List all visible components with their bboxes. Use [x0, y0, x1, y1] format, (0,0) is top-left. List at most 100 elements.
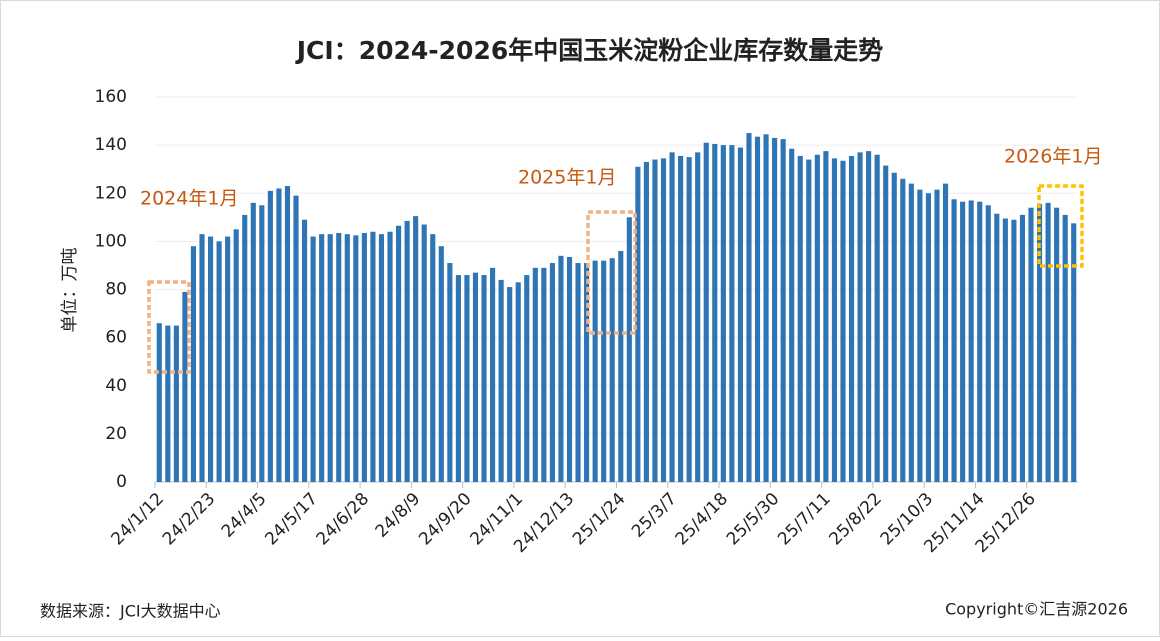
y-tick-label: 0 [116, 472, 127, 492]
bar [1019, 214, 1026, 482]
bar [455, 275, 461, 482]
bar [823, 151, 829, 482]
bar [814, 154, 820, 482]
bar [481, 275, 487, 482]
bar [1002, 218, 1008, 482]
bar [806, 159, 812, 482]
bar [173, 325, 179, 482]
bar [729, 145, 735, 482]
bar [789, 148, 795, 482]
bar [977, 201, 983, 482]
bar [1011, 219, 1017, 482]
bar [772, 137, 778, 482]
bar [225, 236, 231, 482]
bar [737, 147, 743, 482]
bar [532, 267, 538, 482]
bar [840, 160, 846, 482]
y-tick-label: 140 [95, 135, 127, 155]
bar [960, 201, 966, 482]
bar [438, 246, 444, 482]
bar [301, 219, 308, 482]
y-axis-label: 单位：万吨 [60, 248, 80, 333]
y-tick-label: 40 [105, 376, 127, 396]
bar [1045, 202, 1051, 482]
bar [310, 236, 316, 482]
bar [985, 205, 991, 482]
highlight-box [147, 280, 191, 374]
bar [797, 155, 803, 482]
bar [190, 246, 197, 482]
bar [293, 195, 299, 482]
bar [763, 134, 769, 482]
bar [780, 139, 786, 482]
bar [720, 145, 726, 482]
bar [558, 255, 564, 482]
bar [891, 172, 897, 482]
bar [900, 178, 906, 482]
bar [361, 232, 367, 482]
bar [515, 282, 521, 482]
bar [754, 136, 761, 482]
bar [490, 267, 496, 482]
bar [327, 234, 333, 482]
bar [233, 229, 239, 482]
bar [635, 166, 641, 482]
y-tick-label: 60 [105, 328, 127, 348]
bar [472, 272, 479, 482]
bar [378, 234, 385, 482]
bar [609, 258, 615, 482]
bar [370, 231, 376, 482]
bar [925, 193, 932, 482]
bar [507, 287, 513, 482]
bar [652, 159, 658, 482]
bar [207, 236, 214, 482]
annotation: 2026年1月 [1004, 146, 1102, 168]
bar [199, 234, 205, 482]
bar [592, 260, 598, 482]
bar [447, 263, 453, 482]
bar [1054, 207, 1060, 482]
bar [336, 232, 342, 482]
bar [848, 155, 855, 482]
bar [541, 267, 547, 482]
bar [165, 325, 171, 482]
y-tick-label: 80 [105, 280, 127, 300]
bar [643, 161, 649, 482]
bar [430, 234, 436, 482]
y-tick-label: 120 [95, 183, 127, 203]
bar [686, 157, 692, 482]
bar [703, 142, 709, 482]
bar [695, 152, 701, 482]
bar [874, 154, 880, 482]
bar [524, 275, 530, 482]
bar [908, 183, 914, 482]
bar [678, 155, 684, 482]
bar [498, 279, 504, 482]
bar [566, 257, 573, 482]
bar [575, 263, 581, 482]
bar [584, 263, 590, 482]
bar [866, 151, 872, 482]
bar [404, 220, 410, 482]
bar [396, 225, 402, 482]
bar [267, 190, 273, 482]
bar [831, 158, 837, 482]
bar [934, 189, 940, 482]
bar [857, 152, 863, 482]
copyright: Copyright©汇吉源2026 [945, 600, 1128, 619]
bar [353, 235, 359, 482]
bar [259, 205, 265, 482]
bar [917, 189, 923, 482]
bar [951, 199, 957, 482]
y-tick-label: 160 [95, 87, 127, 107]
highlight-box [1037, 184, 1084, 268]
bar [626, 217, 632, 482]
bar [464, 275, 470, 482]
bar [942, 183, 949, 482]
bar [421, 224, 427, 482]
y-tick-label: 100 [95, 231, 127, 251]
bar [242, 214, 248, 482]
bar [413, 216, 419, 482]
bar [276, 188, 282, 482]
bar [746, 133, 752, 482]
